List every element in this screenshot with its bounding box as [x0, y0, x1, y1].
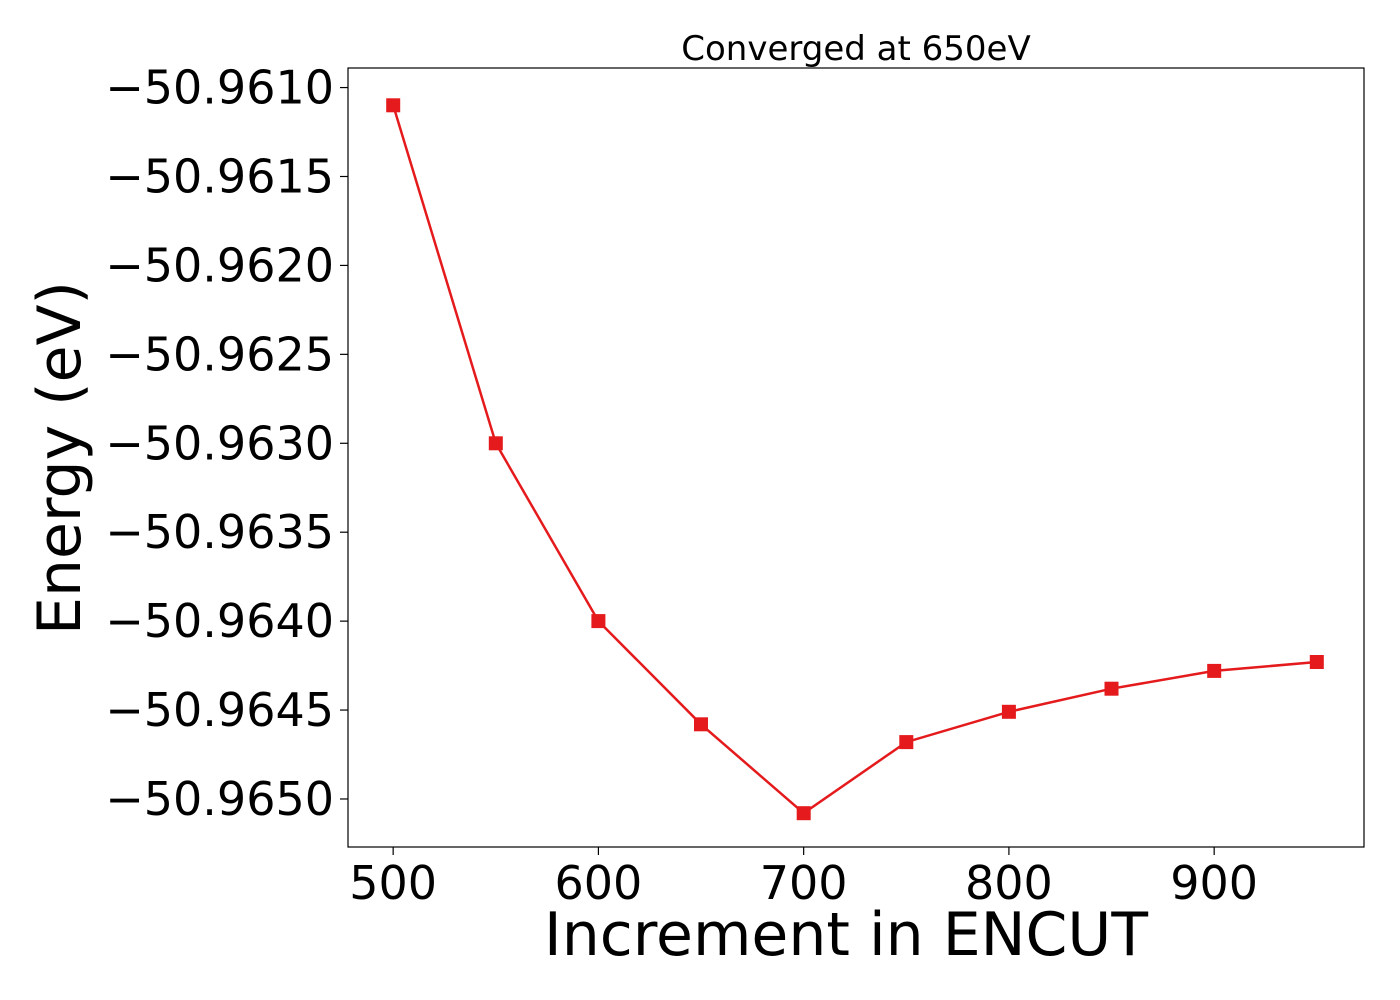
- energy-series-line: [392, 104, 1317, 815]
- x-tick-label: 500: [349, 856, 437, 910]
- x-axis-title: Increment in ENCUT: [544, 900, 1148, 970]
- y-tick-label: −50.9635: [105, 505, 334, 559]
- y-tick-label: −50.9645: [105, 683, 334, 737]
- data-point-marker: [694, 717, 708, 732]
- data-point-marker: [386, 98, 401, 113]
- data-point-marker: [1207, 663, 1222, 678]
- data-point-marker: [488, 436, 503, 451]
- data-point-marker: [796, 806, 811, 821]
- x-axis-ticks: 500 600 700 800 900: [349, 847, 1258, 910]
- data-point-marker: [591, 614, 606, 629]
- x-tick-label: 800: [965, 856, 1053, 910]
- x-tick-label: 900: [1170, 856, 1258, 910]
- y-tick-label: −50.9650: [105, 772, 334, 826]
- data-point-marker: [1001, 704, 1016, 719]
- y-tick-label: −50.9630: [105, 416, 334, 470]
- y-tick-label: −50.9640: [105, 594, 334, 648]
- y-axis-title: Energy (eV): [25, 281, 95, 635]
- x-tick-label: 600: [555, 856, 643, 910]
- data-point-marker: [1309, 655, 1324, 669]
- energy-series-markers: [386, 98, 1324, 821]
- y-tick-label: −50.9615: [105, 149, 334, 203]
- y-tick-label: −50.9625: [105, 327, 334, 381]
- chart-title: Converged at 650eV: [681, 29, 1030, 69]
- y-tick-label: −50.9620: [105, 238, 334, 292]
- y-tick-label: −50.9610: [105, 61, 334, 115]
- y-axis-ticks: −50.9610 −50.9615 −50.9620 −50.9625 −50.9630…: [105, 61, 348, 826]
- x-tick-label: 700: [760, 856, 848, 910]
- data-point-marker: [1104, 681, 1119, 696]
- data-point-marker: [899, 735, 914, 750]
- plot-area-frame: [347, 67, 1365, 848]
